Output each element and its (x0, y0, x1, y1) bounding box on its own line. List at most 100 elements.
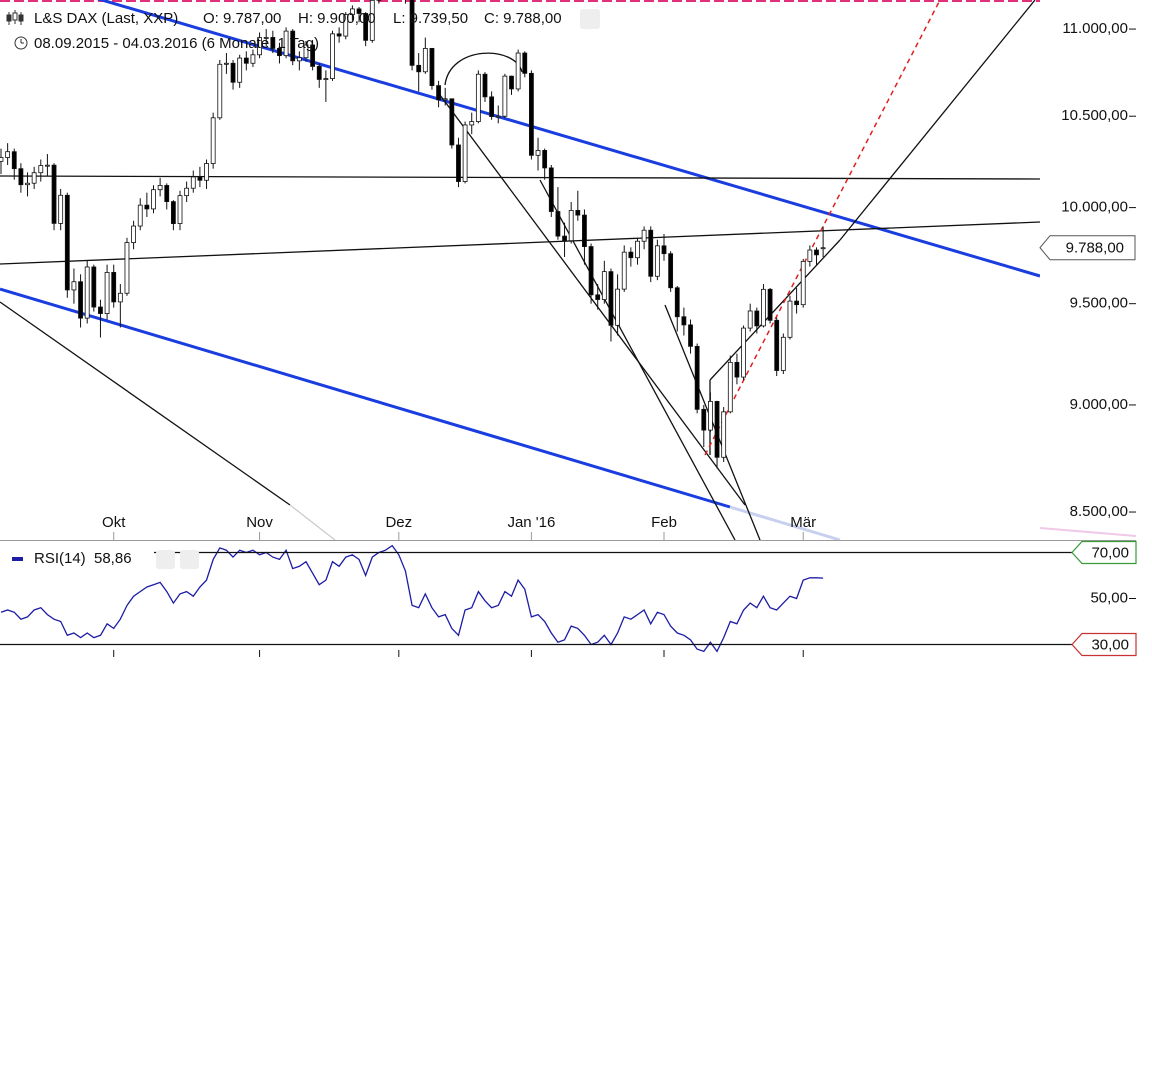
candle-body (369, 0, 375, 41)
candle-body (184, 187, 190, 197)
rsi-line (0, 544, 824, 653)
candle-body (794, 300, 799, 306)
candle-body (51, 164, 57, 224)
candle-body (11, 151, 17, 170)
clock-icon (14, 36, 28, 50)
stat: H: 9.900,00 (298, 10, 376, 27)
candle-body (694, 345, 700, 410)
candle-body (800, 260, 806, 306)
candle-body (502, 75, 508, 117)
candle-body (628, 251, 634, 259)
candle-body (144, 204, 150, 210)
candle-body (654, 245, 660, 277)
candle-body (641, 229, 647, 242)
stat: O: 9.787,00 (203, 10, 281, 27)
x-tick-label: Mär (790, 514, 816, 531)
candle-body (754, 310, 760, 327)
candle-body (197, 176, 203, 181)
candle-body (263, 37, 269, 39)
header: L&S DAX (Last, XXP) O: 9.787,00 H: 9.900… (6, 9, 600, 52)
candle-body (674, 287, 680, 318)
candle-body (45, 164, 50, 167)
candle-body (64, 194, 70, 291)
candle-body (701, 408, 707, 431)
candle-body (688, 324, 693, 347)
candle-body (469, 121, 475, 126)
candle-body (442, 98, 448, 101)
candle-body (714, 401, 720, 458)
candle-body (124, 242, 130, 294)
candle-body (820, 247, 826, 250)
trendline-red (704, 0, 941, 456)
last-value-label: 9.788,00 (1066, 240, 1124, 257)
last-value-box (1039, 235, 1136, 261)
candle-body (270, 37, 276, 49)
candle-body (509, 75, 514, 90)
candle-body (661, 245, 667, 255)
candle-body (767, 288, 773, 321)
candle-body (323, 78, 329, 80)
stat: C: 9.788,00 (484, 10, 562, 27)
candle-body (535, 150, 541, 156)
candle-body (257, 37, 262, 56)
candle-body (595, 294, 601, 300)
rsi-level-box (1071, 632, 1137, 657)
candle-body (243, 57, 249, 64)
trendline (839, 0, 1036, 241)
trendline-blue (0, 287, 731, 509)
candle-body (814, 249, 819, 256)
candle-body (230, 62, 236, 83)
candle-body (330, 33, 335, 79)
candle-body (515, 52, 521, 90)
candle-body (31, 172, 37, 184)
candle-body (608, 271, 614, 326)
candle-body (436, 85, 441, 101)
candle-body (104, 271, 110, 314)
candle-body (456, 144, 461, 182)
candle-body (217, 63, 223, 119)
candle-body (462, 124, 468, 182)
candle-body (522, 52, 528, 74)
x-tick-label: Okt (102, 514, 126, 531)
rsi-legend: RSI(14) 58,86 (0, 548, 199, 570)
candle-body (429, 48, 435, 86)
candle-body (117, 292, 123, 303)
x-tick-label: Nov (246, 514, 273, 531)
candle-body (721, 411, 727, 458)
candle-body (529, 72, 534, 156)
settings-icon[interactable] (580, 9, 600, 29)
rsi-panel (0, 544, 824, 653)
candle-body (283, 30, 289, 57)
y-tick-label: 11.000,00 (1062, 20, 1128, 37)
candle-body (409, 0, 415, 66)
candle-body (157, 185, 163, 191)
candle-body (303, 44, 309, 59)
candle-body (635, 240, 640, 259)
y-tick-label: 9.000,00 (1070, 396, 1128, 413)
candle-body (575, 210, 581, 216)
candle-body (58, 194, 64, 224)
candle-body (787, 300, 793, 338)
candle-body (542, 150, 548, 169)
candle-body (343, 14, 349, 37)
candle-body (91, 266, 97, 308)
candle-body (296, 57, 302, 62)
candle-body (555, 211, 561, 237)
trendline-faint (289, 504, 336, 540)
candle-body (747, 310, 753, 329)
candle-body (38, 165, 44, 174)
candle-body (310, 44, 316, 67)
x-tick-label: Dez (385, 514, 412, 531)
legend-icon[interactable] (156, 550, 175, 569)
candle-body (489, 96, 495, 117)
legend-icon[interactable] (180, 550, 199, 569)
candle-body (741, 327, 746, 378)
candle-body (727, 361, 733, 413)
y-tick-label: 9.500,00 (1070, 295, 1128, 312)
candle-body (708, 401, 713, 431)
candle-body (807, 249, 813, 262)
chart-subtitle: 08.09.2015 - 04.03.2016 (6 Monate, 1 Tag… (34, 35, 319, 52)
candle-body (237, 57, 243, 83)
